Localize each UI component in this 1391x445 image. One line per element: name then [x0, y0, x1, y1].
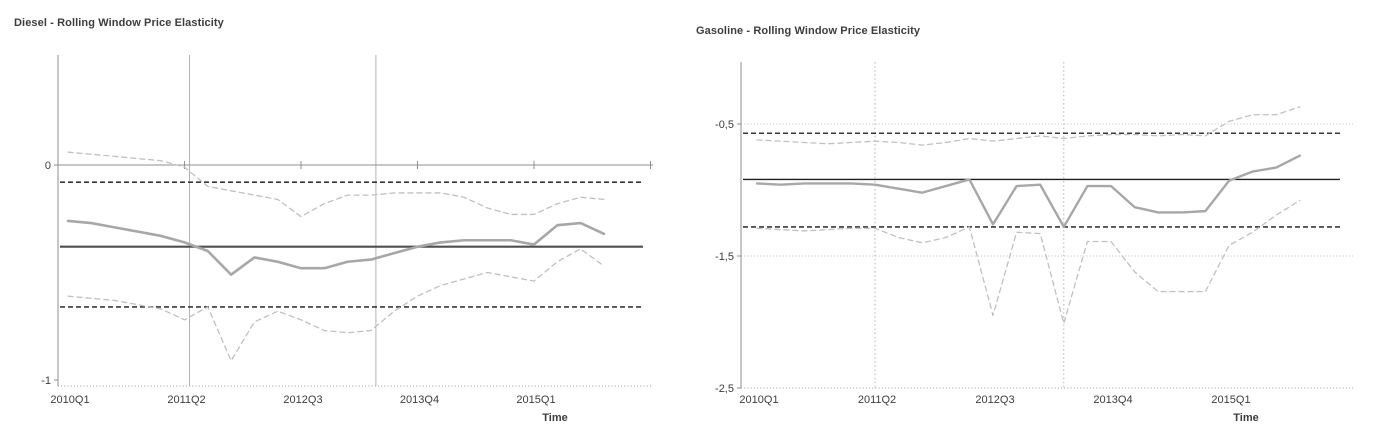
gasoline-y-tick-label: -2,5 — [715, 383, 734, 395]
gasoline-y-tick-label: -0,5 — [715, 119, 734, 131]
gasoline-x-axis-title: Time — [1233, 412, 1259, 424]
diesel-x-tick-label: 2010Q1 — [50, 394, 89, 406]
diesel-ci-upper-line — [67, 151, 605, 218]
diesel-x-tick-label: 2012Q3 — [283, 394, 322, 406]
gasoline-x-tick-label: 2011Q2 — [858, 394, 896, 406]
gasoline-x-tick-label: 2013Q4 — [1093, 394, 1132, 406]
gasoline-ci-upper-line — [756, 106, 1301, 146]
diesel-ci-lower-line — [67, 248, 605, 362]
gasoline-ci-lower-line — [756, 199, 1301, 324]
diesel-x-axis-title: Time — [542, 412, 568, 424]
gasoline-rolling-estimate-line — [755, 154, 1302, 229]
diesel-chart-title: Diesel - Rolling Window Price Elasticity — [14, 17, 224, 29]
gasoline-y-tick-label: -1,5 — [715, 251, 734, 263]
gasoline-chart-title: Gasoline - Rolling Window Price Elastici… — [696, 25, 921, 37]
diesel-y-tick-label: -1 — [41, 375, 51, 387]
diesel-x-tick-label: 2013Q4 — [400, 394, 439, 406]
diesel-rolling-estimate-line — [66, 219, 606, 276]
diesel-x-tick-label: 2011Q2 — [167, 394, 205, 406]
diesel-x-tick-label: 2015Q1 — [516, 394, 555, 406]
gasoline-x-tick-label: 2015Q1 — [1211, 394, 1250, 406]
gasoline-x-tick-label: 2012Q3 — [975, 394, 1014, 406]
gasoline-x-tick-label: 2010Q1 — [739, 394, 778, 406]
diesel-y-tick-label: 0 — [45, 160, 51, 172]
